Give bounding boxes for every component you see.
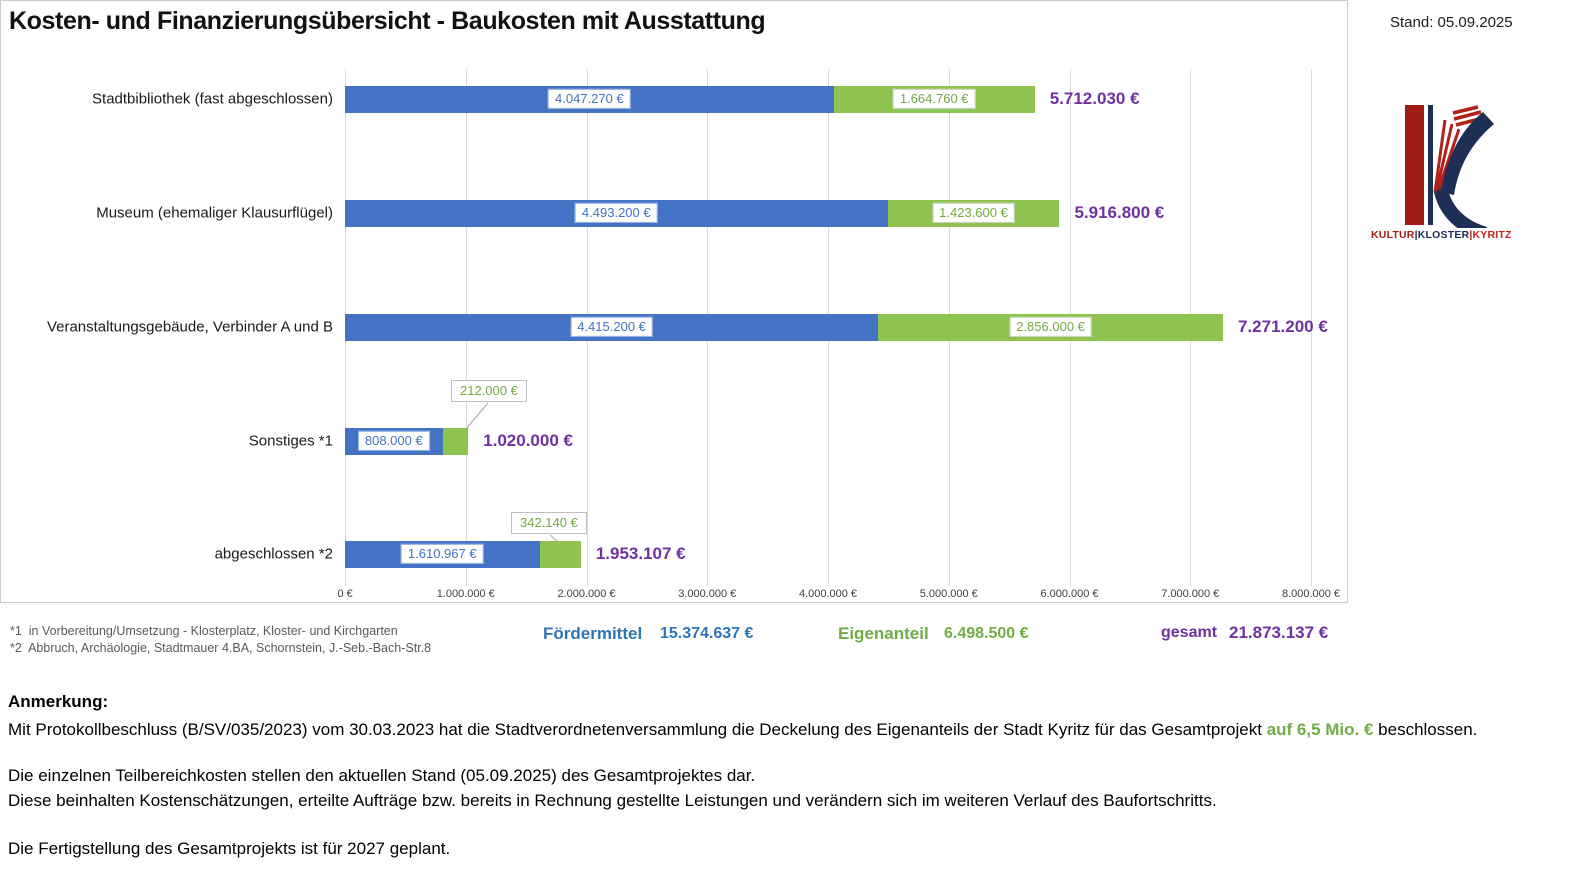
remark-heading: Anmerkung: (8, 692, 109, 711)
own-share-value-label: 1.423.600 € (932, 202, 1015, 224)
remark-line-2: Die einzelnen Teilbereichkosten stellen … (8, 766, 756, 785)
summary-gesamt-value: 21.873.137 € (1229, 623, 1329, 642)
kultur-kloster-kyritz-logo-icon (1405, 105, 1494, 228)
x-axis-tick-label: 1.000.000 € (436, 588, 495, 600)
logo-word-kyritz: KYRITZ (1472, 229, 1512, 241)
remark-line-4: Die Fertigstellung des Gesamtprojekts is… (8, 839, 451, 858)
funding-value-label: 4.493.200 € (574, 202, 658, 224)
x-axis-tick-label: 5.000.000 € (919, 588, 978, 600)
logo-separator: | (1414, 229, 1418, 241)
footnote-2: *2 Abbruch, Archäologie, Stadtmauer 4.BA… (10, 641, 432, 655)
logo-word-kloster: KLOSTER (1417, 229, 1470, 241)
logo-separator: | (1469, 229, 1473, 241)
x-axis-tick-label: 6.000.000 € (1040, 588, 1099, 600)
total-value-label: 5.712.030 € (1049, 89, 1140, 108)
remark-line-3: Diese beinhalten Kostenschätzungen, erte… (8, 791, 1217, 810)
own-share-value-label: 2.856.000 € (1009, 316, 1092, 338)
x-axis-tick-label: 2.000.000 € (557, 588, 616, 600)
logo-word-kultur: KULTUR (1371, 229, 1415, 241)
gridline (1311, 69, 1312, 586)
own-share-value-label: 1.664.760 € (892, 88, 976, 110)
chart-frame: Kosten- und Finanzierungsübersicht - Bau… (0, 0, 1348, 603)
own-share-bar-segment (442, 427, 469, 455)
summary-eigenanteil-value: 6.498.500 € (944, 625, 1029, 642)
category-label: Veranstaltungsgebäude, Verbinder A und B (46, 318, 333, 336)
remark-line-1: Mit Protokollbeschluss (B/SV/035/2023) v… (8, 720, 1477, 740)
total-value-label: 7.271.200 € (1237, 317, 1328, 336)
funding-value-label: 1.610.967 € (400, 543, 484, 565)
x-axis-tick-label: 8.000.000 € (1281, 588, 1341, 600)
funding-value-label: 4.415.200 € (570, 316, 653, 338)
funding-value-label: 808.000 € (357, 430, 430, 452)
x-axis-tick-label: 4.000.000 € (798, 588, 858, 600)
own-share-bar-segment (539, 540, 581, 568)
total-value-label: 5.916.800 € (1074, 203, 1165, 222)
summary-foerdermittel-value: 15.374.637 € (660, 625, 754, 642)
x-axis-tick-label: 0 € (337, 588, 353, 600)
remark-highlight: auf 6,5 Mio. € (1266, 720, 1374, 739)
category-label: Sonstiges *1 (248, 432, 333, 450)
own-share-callout-label: 212.000 € (451, 380, 527, 403)
category-label: abgeschlossen *2 (214, 545, 333, 563)
remark-line-1-post: beschlossen. (1373, 720, 1478, 739)
own-share-callout-label: 342.140 € (511, 512, 587, 535)
x-axis-tick-label: 7.000.000 € (1161, 588, 1220, 600)
summary-eigenanteil-label: Eigenanteil (838, 624, 929, 643)
category-label: Stadtbibliothek (fast abgeschlossen) (92, 90, 333, 108)
summary-gesamt-label: gesamt (1161, 624, 1218, 641)
remark-line-1-pre: Mit Protokollbeschluss (B/SV/035/2023) v… (8, 720, 1267, 739)
total-value-label: 1.020.000 € (483, 431, 573, 450)
total-value-label: 1.953.107 € (595, 544, 686, 563)
logo-wordmark: KULTUR|KLOSTER|KYRITZ (1371, 229, 1511, 241)
summary-foerdermittel-label: Fördermittel (543, 624, 643, 643)
x-axis-tick-label: 3.000.000 € (678, 588, 737, 600)
footnote-1: *1 in Vorbereitung/Umsetzung - Klosterpl… (10, 624, 398, 638)
category-label: Museum (ehemaliger Klausurflügel) (96, 204, 333, 222)
chart-title: Kosten- und Finanzierungsübersicht - Bau… (9, 7, 766, 35)
stand-date: Stand: 05.09.2025 (1390, 14, 1513, 31)
funding-value-label: 4.047.270 € (548, 88, 631, 110)
